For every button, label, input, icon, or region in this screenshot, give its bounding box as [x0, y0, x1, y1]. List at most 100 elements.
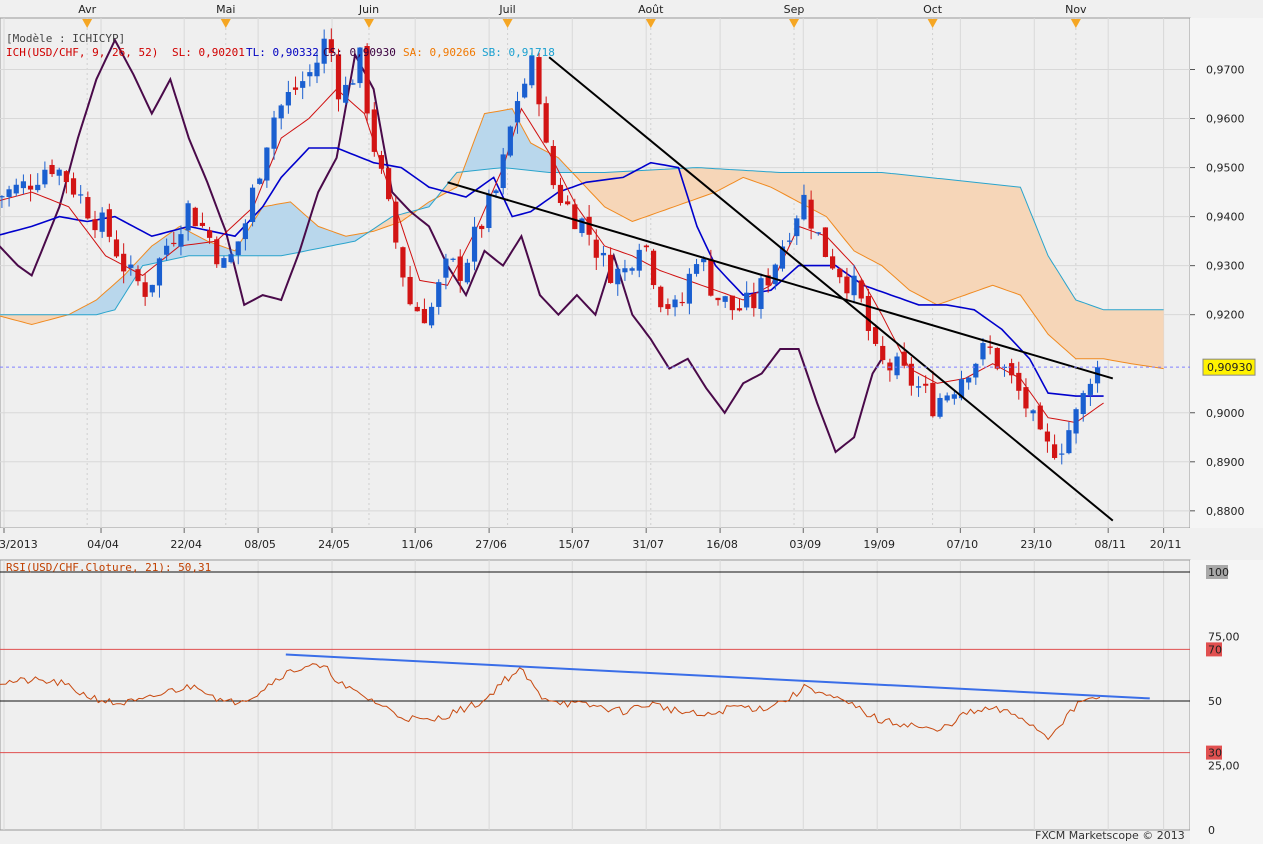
candle-bearish: [765, 275, 771, 286]
candle-bullish: [851, 275, 857, 296]
month-marker: [220, 19, 231, 28]
rsi-tick-label: 25,00: [1208, 760, 1240, 773]
candle-bullish: [815, 232, 821, 234]
candle-bullish: [486, 193, 492, 228]
date-tick-label: 19/09: [863, 538, 895, 551]
candle-bullish: [958, 379, 965, 399]
channel-line-2: [548, 56, 1114, 522]
rsi-title: RSI(USD/CHF.Cloture, 21): 50,31: [6, 561, 211, 574]
candle-bearish: [421, 308, 428, 324]
candle-bearish: [393, 201, 399, 243]
candle-bullish: [178, 234, 184, 247]
candle-bearish: [479, 225, 485, 230]
candle-bearish: [378, 155, 385, 169]
candle-bullish: [600, 252, 607, 256]
month-label: Mai: [216, 3, 235, 16]
candle-bullish: [221, 258, 227, 268]
candle-bullish: [493, 190, 499, 194]
candle-bullish: [285, 92, 291, 106]
price-tick-label: 0,9300: [1206, 260, 1245, 273]
candle-bearish: [1023, 387, 1029, 409]
candle-bearish: [292, 87, 299, 90]
chikou-span-line: [0, 37, 883, 454]
candle-bearish: [608, 254, 614, 283]
candle-bearish: [650, 250, 657, 286]
month-marker: [1070, 19, 1081, 28]
rsi-trendline: [285, 653, 1150, 700]
month-label: Nov: [1065, 3, 1087, 16]
candle-bullish: [701, 258, 707, 263]
candle-bearish: [708, 259, 714, 296]
tl-value-label: TL: 0,90332: [246, 46, 319, 59]
candle-bullish: [1030, 410, 1036, 414]
copyright-text: FXCM Marketscope © 2013: [1035, 829, 1185, 842]
candle-bullish: [450, 258, 456, 260]
candle-bullish: [693, 264, 700, 274]
candle-bullish: [980, 343, 986, 360]
candle-bullish: [801, 194, 807, 220]
candle-bearish: [63, 171, 69, 183]
candle-bearish: [557, 184, 564, 203]
candle-bearish: [665, 304, 671, 309]
candle-bearish: [565, 201, 571, 205]
candle-bullish: [257, 178, 263, 184]
candle-bearish: [572, 204, 578, 230]
ichimoku-indicator-label: ICH(USD/CHF, 9, 26, 52): [6, 46, 158, 59]
sb-value-label: SB: 0,91718: [482, 46, 555, 59]
candle-bearish: [1051, 444, 1058, 458]
candle-bullish: [156, 258, 163, 286]
rsi-plot-area[interactable]: [0, 559, 1191, 831]
candle-bearish: [658, 286, 664, 308]
price-tick-label: 0,9600: [1206, 113, 1245, 126]
date-tick-label: 23/10: [1020, 538, 1052, 551]
date-tick-label: 16/08: [706, 538, 738, 551]
candle-bullish: [471, 226, 478, 262]
month-marker: [363, 19, 374, 28]
date-tick-label: 14/03/2013: [0, 538, 38, 551]
candle-bullish: [1059, 453, 1065, 455]
month-label: Sep: [784, 3, 805, 16]
candle-bullish: [686, 273, 692, 304]
candle-bullish: [35, 184, 41, 191]
candle-bearish: [457, 256, 463, 281]
candle-bullish: [235, 241, 241, 256]
candle-bearish: [987, 346, 993, 348]
date-tick-label: 20/11: [1150, 538, 1182, 551]
month-label: Juil: [498, 3, 515, 16]
candle-bearish: [70, 178, 77, 195]
rsi-level-box: [1206, 642, 1222, 657]
candle-bullish: [314, 62, 320, 77]
candle-bullish: [307, 72, 313, 77]
candle-bearish: [586, 216, 592, 235]
candle-bullish: [78, 194, 84, 196]
candle-bullish: [966, 377, 972, 383]
month-label: Avr: [78, 3, 96, 16]
candle-bullish: [579, 218, 585, 234]
month-marker: [502, 19, 513, 28]
candle-bullish: [1073, 409, 1079, 434]
price-tick-label: 0,9400: [1206, 211, 1245, 224]
candle-bullish: [443, 258, 449, 278]
candle-bullish: [428, 306, 435, 326]
candle-bullish: [0, 196, 5, 198]
candle-bearish: [858, 280, 864, 299]
candle-bearish: [1009, 363, 1015, 376]
candle-bullish: [164, 245, 170, 255]
candle-bullish: [744, 292, 750, 308]
candle-bearish: [543, 103, 549, 143]
date-tick-label: 08/11: [1094, 538, 1126, 551]
candle-bullish: [514, 101, 521, 123]
candle-bullish: [794, 218, 800, 237]
candle-bullish: [20, 181, 27, 189]
candle-bearish: [872, 327, 879, 344]
candle-bearish: [414, 306, 420, 312]
rsi-tick-label: 75,00: [1208, 631, 1240, 644]
candle-bearish: [106, 209, 112, 237]
ichimoku-cloud: [0, 108, 1164, 370]
candle-bullish: [772, 264, 778, 285]
candle-bullish: [787, 240, 793, 242]
rsi-line: [0, 663, 1101, 741]
rsi-tick-label: 100: [1208, 566, 1229, 579]
date-axis: [0, 528, 1263, 558]
candle-bearish: [49, 164, 55, 175]
